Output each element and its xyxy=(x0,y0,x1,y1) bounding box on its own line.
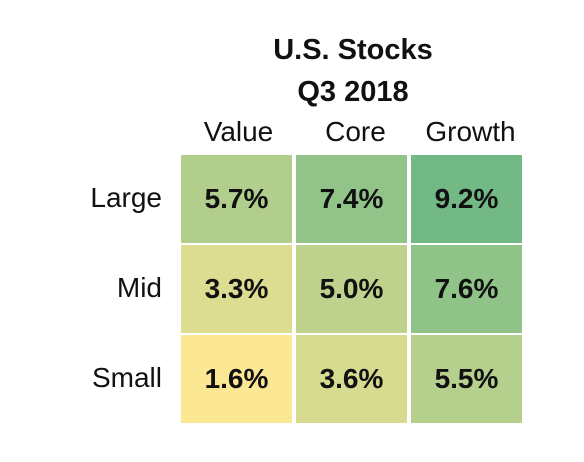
row-header-small: Small xyxy=(91,362,162,393)
heatmap-cell-small-value: 1.6% xyxy=(181,335,292,423)
heatmap-cell-mid-core: 5.0% xyxy=(296,245,407,333)
column-header-core: Core xyxy=(325,116,386,147)
chart-title: U.S. Stocks xyxy=(273,34,433,66)
chart-subtitle: Q3 2018 xyxy=(297,76,409,108)
heatmap-cell-mid-growth: 7.6% xyxy=(411,245,522,333)
row-header-large: Large xyxy=(90,182,162,213)
heatmap-cell-small-core: 3.6% xyxy=(296,335,407,423)
heatmap-cell-small-growth: 5.5% xyxy=(411,335,522,423)
column-header-growth: Growth xyxy=(425,116,516,147)
heatmap-cell-large-growth: 9.2% xyxy=(411,155,522,243)
heatmap-cell-large-value: 5.7% xyxy=(181,155,292,243)
column-header-value: Value xyxy=(203,116,274,147)
row-header-mid: Mid xyxy=(116,272,162,303)
heatmap-cell-mid-value: 3.3% xyxy=(181,245,292,333)
heatmap-cell-large-core: 7.4% xyxy=(296,155,407,243)
